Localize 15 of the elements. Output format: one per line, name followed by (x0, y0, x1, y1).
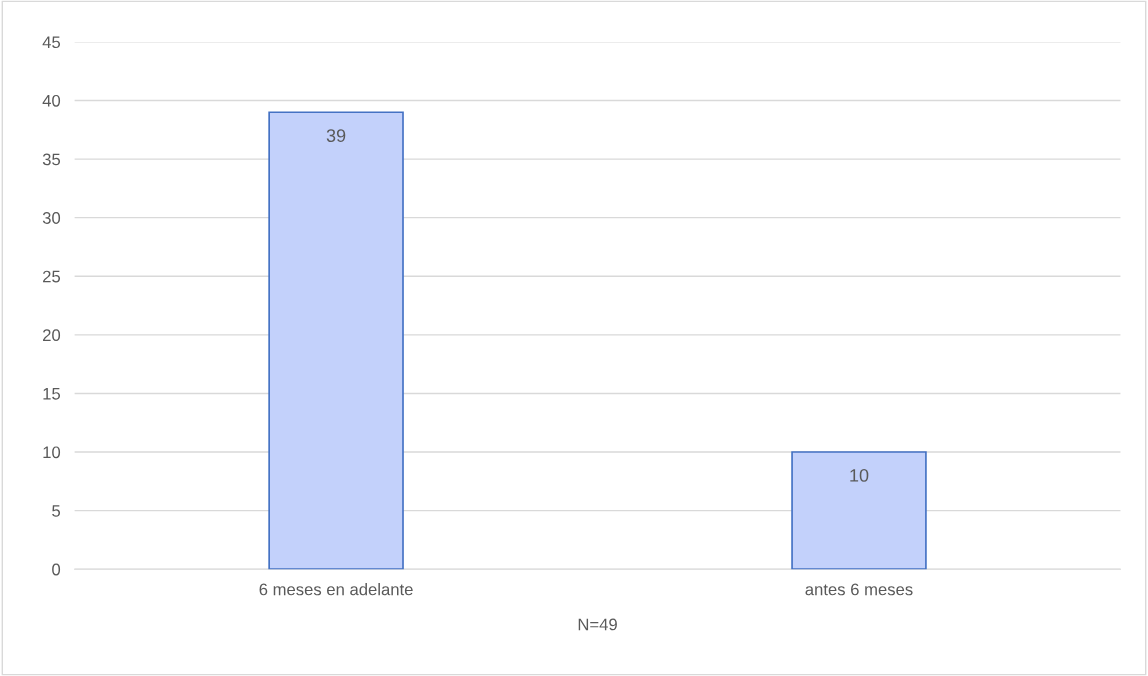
y-tick-label: 20 (43, 329, 61, 342)
y-tick-label: 5 (52, 505, 61, 517)
y-tick-label: 0 (52, 563, 61, 576)
x-axis-title: N=49 (578, 618, 617, 631)
data-label: 39 (326, 129, 346, 142)
y-tick-label: 10 (43, 446, 61, 459)
x-tick-label: 6 meses en adelante (259, 583, 413, 596)
y-tick-label: 15 (43, 388, 61, 400)
y-tick-label: 30 (42, 212, 61, 224)
y-tick-label: 40 (42, 94, 61, 107)
y-tick-label: 25 (43, 270, 61, 283)
y-tick-label: 45 (42, 36, 61, 49)
y-tick-label: 35 (42, 153, 61, 166)
x-tick-label: antes 6 meses (805, 583, 913, 596)
data-label: 10 (850, 469, 869, 482)
